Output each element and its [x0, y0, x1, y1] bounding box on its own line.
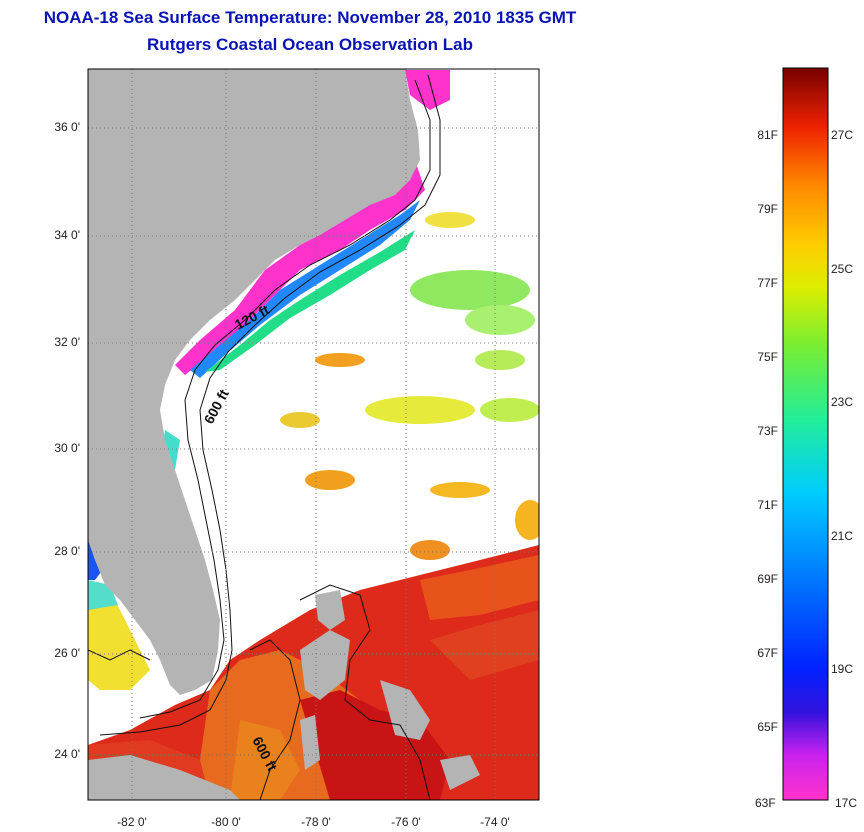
colorbar-f-label: 79F — [757, 202, 778, 216]
colorbar-c-label: 27C — [831, 128, 854, 142]
lat-label: 36 0' — [54, 120, 80, 134]
colorbar-f-label: 73F — [757, 424, 778, 438]
lat-label: 26 0' — [54, 646, 80, 660]
lon-label: -74 0' — [480, 815, 510, 829]
lon-label: -78 0' — [301, 815, 331, 829]
colorbar-f-label: 69F — [757, 572, 778, 586]
colorbar-f-label: 77F — [757, 276, 778, 290]
colorbar-f-label: 71F — [757, 498, 778, 512]
land-mass — [88, 69, 480, 800]
map-title: NOAA-18 Sea Surface Temperature: Novembe… — [43, 8, 577, 27]
color-scale-bar — [782, 67, 829, 801]
lat-label: 34 0' — [54, 228, 80, 242]
colorbar-c-label: 23C — [831, 395, 854, 409]
lat-label: 32 0' — [54, 335, 80, 349]
map-subtitle: Rutgers Coastal Ocean Observation Lab — [147, 35, 473, 54]
colorbar-f-label: 75F — [757, 350, 778, 364]
sst-patches — [280, 212, 539, 560]
colorbar-f-label: 81F — [757, 128, 778, 142]
colorbar-c-label: 21C — [831, 529, 854, 543]
lon-label: -76 0' — [391, 815, 421, 829]
colorbar-f-label: 65F — [757, 720, 778, 734]
lat-label: 30 0' — [54, 441, 80, 455]
lat-label: 24 0' — [54, 747, 80, 761]
colorbar-f-label: 63F — [755, 796, 776, 810]
colorbar-c-label: 17C — [835, 796, 858, 810]
colorbar-c-label: 25C — [831, 262, 854, 276]
map-frame — [87, 68, 540, 801]
lon-label: -80 0' — [211, 815, 241, 829]
lat-label: 28 0' — [54, 544, 80, 558]
colorbar-f-label: 67F — [757, 646, 778, 660]
depth-contours — [88, 74, 441, 800]
lon-label: -82 0' — [117, 815, 147, 829]
colorbar-c-label: 19C — [831, 662, 854, 676]
cold-coastal-band — [175, 70, 450, 378]
